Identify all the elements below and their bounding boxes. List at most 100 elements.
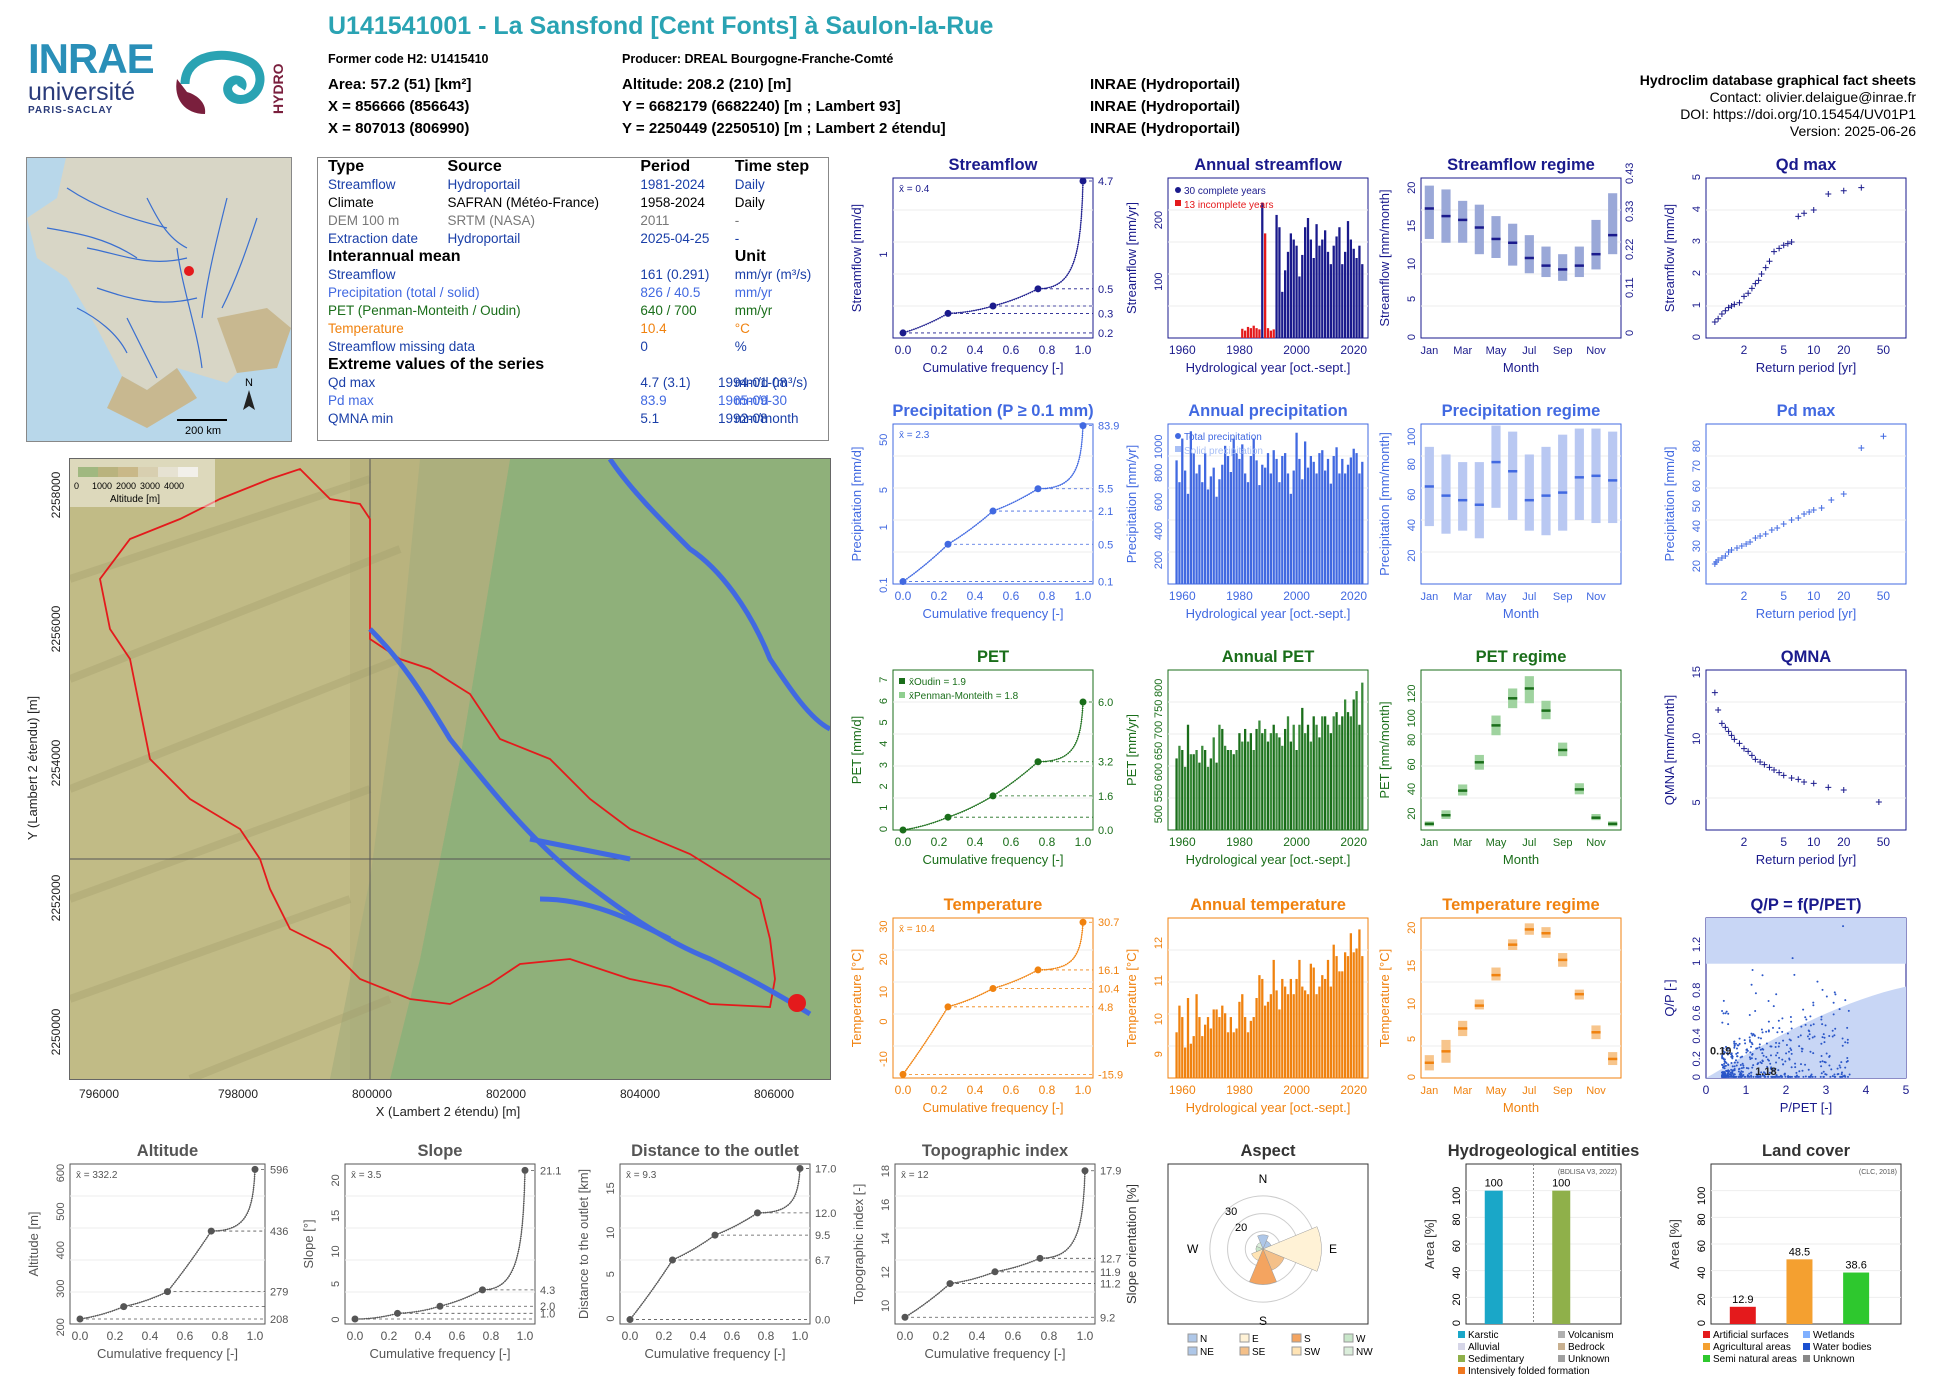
scatter-point [1790, 1049, 1793, 1052]
x-axis-label: Return period [yr] [1756, 606, 1856, 621]
y-tick: 80 [1691, 440, 1703, 452]
x-tick: 0.6 [724, 1329, 741, 1343]
bar [1261, 733, 1264, 830]
bar [1198, 464, 1201, 584]
scatter-point [1804, 1075, 1807, 1078]
extreme-values-heading: Extreme values of the series [328, 356, 545, 373]
scatter-point [1844, 1075, 1847, 1078]
regime-box [1524, 454, 1534, 531]
bar [1275, 458, 1278, 584]
quantile-point [944, 309, 952, 317]
legend-entry: 13 incomplete years [1184, 200, 1274, 211]
regime-box [1558, 254, 1568, 281]
scatter-point [1822, 1075, 1825, 1078]
scatter-point [1762, 1048, 1765, 1051]
scatter-point [1750, 1041, 1753, 1044]
bar [1218, 1017, 1221, 1078]
x-tick: 0.8 [758, 1329, 775, 1343]
scatter-point [1769, 1045, 1772, 1048]
scatter-point [1724, 1073, 1727, 1076]
scatter-point [1721, 1074, 1724, 1077]
scatter-point [1775, 1074, 1778, 1077]
x-axis-label: Hydrological year [oct.-sept.] [1186, 606, 1351, 621]
chart-slope: Slope Cumulative frequency [-] Slope [°] 0.… [301, 1142, 561, 1361]
scatter-point [1839, 1075, 1842, 1078]
bar-label: 100 [1485, 1178, 1503, 1190]
plot-frame [619, 1163, 811, 1325]
x-tick: 0.0 [897, 1329, 914, 1343]
scatter-point [1791, 957, 1794, 960]
x-tick: Sep [1553, 345, 1573, 357]
scatter-point [1730, 1075, 1733, 1078]
extreme-name: Pd max [328, 393, 374, 408]
plot-frame [1420, 669, 1622, 831]
scatter-point [1839, 1066, 1842, 1069]
bar [1484, 1190, 1503, 1324]
data-point [1731, 736, 1738, 743]
legend-entry: Water bodies [1813, 1342, 1872, 1353]
scatter-point [1767, 1000, 1770, 1003]
bar [1275, 214, 1278, 338]
scatter-point [1754, 1075, 1757, 1078]
doi-link[interactable]: DOI: https://doi.org/10.15454/UV01P1 [1680, 106, 1916, 122]
scatter-point [1743, 1075, 1746, 1078]
mean-name: Temperature [328, 321, 404, 336]
scatter-point [1787, 1075, 1790, 1078]
scatter-point [1779, 1074, 1782, 1077]
bar [1215, 762, 1218, 830]
y-tick: 60 [1406, 489, 1418, 501]
scatter-point [1736, 1051, 1739, 1054]
data-point [1752, 280, 1759, 287]
right-tick: 17.9 [1100, 1166, 1121, 1178]
y-tick: 10 [330, 1245, 342, 1257]
right-tick: 12.7 [1100, 1253, 1121, 1265]
north-arrow-icon: N [243, 377, 255, 410]
scatter-point [1726, 1069, 1729, 1072]
y-tick: 11 [1153, 975, 1165, 986]
chart-title: Slope [418, 1142, 463, 1160]
x-tick: 0.8 [1039, 589, 1056, 603]
scatter-point [1754, 992, 1757, 995]
scatter-point [1842, 925, 1845, 928]
y-tick: 20 [1406, 182, 1418, 194]
quantile-point [899, 578, 907, 586]
map-ytick: 2258000 [49, 471, 63, 518]
scatter-point [1756, 1063, 1759, 1066]
scatter-point [1723, 1072, 1726, 1075]
plot-frame [1167, 177, 1369, 339]
y-tick: 5 [878, 719, 890, 725]
bar [1315, 473, 1318, 584]
scatter-point [1820, 1042, 1823, 1045]
scatter-point [1739, 1071, 1742, 1074]
data-point [1713, 559, 1720, 565]
row-period: 2025-04-25 [640, 231, 710, 246]
right-tick: 3.2 [1098, 757, 1113, 769]
bar [1298, 458, 1301, 584]
scatter-point [1757, 1062, 1760, 1065]
scatter-point [1748, 1039, 1751, 1042]
bar [1358, 929, 1361, 1078]
x-lambert93: X = 856666 (856643) [328, 98, 470, 115]
y-tick: 3 [878, 762, 890, 768]
scatter-point [1760, 1071, 1763, 1074]
data-point [1780, 242, 1787, 249]
bar [1195, 473, 1198, 584]
scatter-point [1723, 1071, 1726, 1074]
bar [1312, 461, 1315, 584]
quantile-point [989, 985, 997, 993]
regime-box [1491, 216, 1501, 258]
bar [1289, 741, 1292, 830]
regime-box [1474, 462, 1484, 539]
scatter-point [1746, 1074, 1749, 1077]
mean-unit: mm/yr [734, 285, 773, 300]
scatter-point [1832, 1013, 1835, 1016]
bar [1252, 1017, 1255, 1078]
scatter-point [1772, 1005, 1775, 1008]
data-point [1718, 311, 1725, 317]
regime-box [1608, 431, 1618, 524]
regime-box [1524, 235, 1534, 274]
scatter-point [1833, 1073, 1836, 1076]
scatter-point [1797, 1075, 1800, 1078]
scatter-point [1838, 1064, 1841, 1067]
mean-name: Streamflow [328, 267, 396, 282]
